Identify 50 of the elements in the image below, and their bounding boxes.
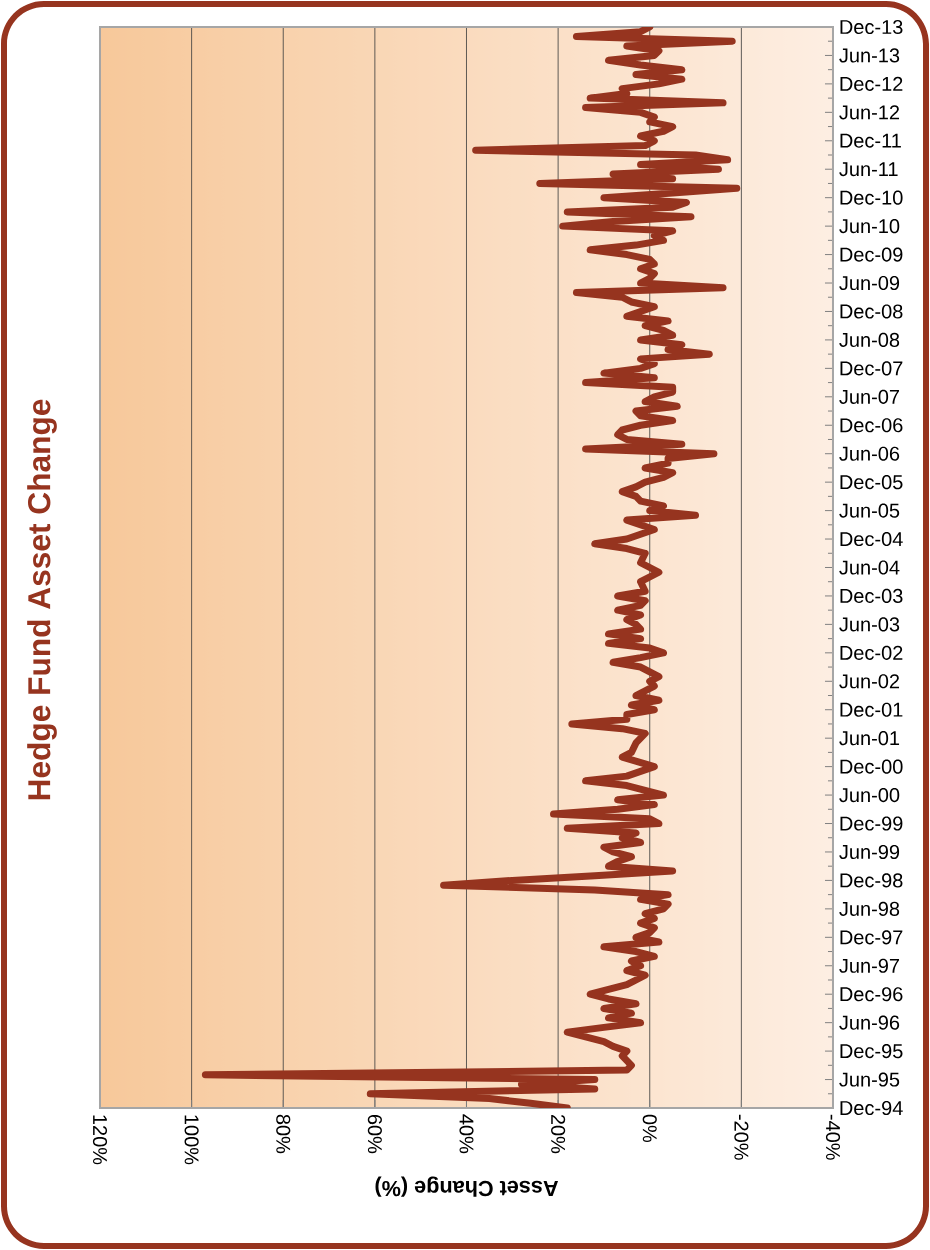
- y-tick-label: Dec-11: [840, 133, 901, 148]
- x-tick-label: -40%: [825, 1114, 841, 1160]
- y-tick-label: Dec-02: [840, 645, 903, 660]
- x-tick-label: 100%: [184, 1115, 199, 1165]
- y-tick-label: Jun-10: [839, 219, 900, 234]
- y-tick-label: Jun-13: [839, 48, 900, 63]
- y-tick-label: Dec-08: [840, 304, 903, 319]
- y-tick-label: Dec-13: [840, 19, 903, 35]
- y-tick-label: Dec-98: [840, 873, 903, 888]
- y-tick-label: Dec-06: [840, 418, 903, 433]
- y-tick-label: Jun-02: [839, 674, 900, 689]
- y-tick-label: Jun-01: [839, 731, 900, 746]
- y-tick-label: Jun-95: [839, 1072, 900, 1087]
- y-tick-label: Dec-09: [840, 247, 903, 262]
- y-tick-label: Jun-96: [839, 1015, 900, 1030]
- y-tick-label: Dec-05: [840, 475, 903, 490]
- y-tick-label: Dec-01: [840, 702, 903, 717]
- y-tick-label: Jun-97: [839, 958, 900, 973]
- y-tick-label: Jun-06: [839, 446, 900, 461]
- y-tick-label: Jun-98: [839, 901, 900, 916]
- y-tick-label: Dec-95: [840, 1044, 903, 1059]
- x-tick-label: 40%: [459, 1114, 474, 1154]
- y-tick-label: Jun-07: [839, 389, 900, 404]
- y-tick-label: Dec-97: [840, 930, 903, 945]
- y-tick-label: Dec-00: [840, 759, 903, 774]
- x-tick-label: 80%: [276, 1114, 291, 1154]
- text: Hedge Fund Asset Change: [27, 399, 57, 800]
- y-tick-label: Jun-00: [839, 788, 900, 803]
- y-tick-label: Jun-09: [839, 275, 900, 291]
- x-tick-label: 0%: [642, 1114, 657, 1143]
- y-tick-label: Dec-96: [840, 987, 903, 1002]
- y-tick-label: Jun-04: [839, 560, 900, 575]
- y-tick-label: Dec-99: [840, 816, 903, 831]
- y-tick-label: Jun-08: [839, 332, 900, 347]
- y-tick-label: Jun-05: [839, 503, 900, 518]
- x-axis-title: Asset Change (%): [375, 1176, 559, 1197]
- x-tick-label: 60%: [367, 1114, 382, 1154]
- y-tick-label: Jun-99: [839, 844, 900, 860]
- x-tick-label: 120%: [92, 1115, 108, 1165]
- y-tick-label: Dec-94: [840, 1100, 903, 1116]
- y-tick-label: Jun-11: [839, 162, 898, 177]
- y-tick-label: Dec-03: [840, 588, 903, 604]
- y-tick-label: Dec-07: [840, 361, 903, 376]
- y-tick-label: Dec-10: [840, 190, 903, 205]
- y-tick-label: Jun-12: [839, 105, 900, 120]
- x-tick-label: -20%: [734, 1114, 749, 1160]
- y-tick-label: Dec-12: [840, 76, 903, 91]
- x-tick-label: 20%: [551, 1114, 566, 1154]
- y-tick-label: Dec-04: [840, 531, 903, 547]
- y-tick-label: Jun-03: [839, 617, 900, 632]
